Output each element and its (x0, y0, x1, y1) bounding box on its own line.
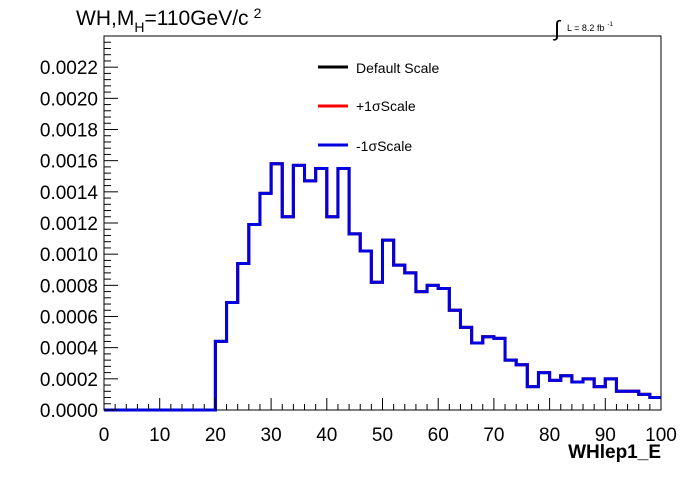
x-axis-title: WHlep1_E (568, 442, 661, 463)
legend-label-minus1sigma: -1σScale (356, 138, 412, 154)
axes-group: 0 10 20 30 40 50 60 70 80 90 100 0.0000 0.0002 0.0004… (40, 35, 677, 446)
chart-title-main: WH,M (76, 7, 134, 30)
histogram-series-group (104, 162, 661, 412)
x-tick-label: 90 (595, 425, 616, 446)
y-tick-label: 0.0004 (40, 339, 99, 360)
legend-label-plus1sigma: +1σScale (356, 98, 416, 114)
y-tick-label: 0.0012 (40, 214, 98, 235)
lumi-label: L = 8.2 fb -1 (567, 22, 613, 33)
legend-label-default: Default Scale (356, 60, 439, 76)
legend: Default Scale +1σScale -1σScale (318, 60, 439, 154)
lumi-text: L = 8.2 fb (567, 23, 604, 33)
x-tick-label: 30 (261, 425, 282, 446)
chart-title-rest: =110GeV/c (144, 7, 248, 30)
y-tick-label: 0.0000 (40, 401, 98, 422)
lumi-sup: -1 (607, 22, 613, 28)
x-tick-label: 70 (483, 425, 504, 446)
y-tick-label: 0.0006 (40, 308, 98, 329)
x-tick-label: 40 (316, 425, 337, 446)
y-tick-label: 0.0008 (40, 276, 98, 297)
x-tick-label: 60 (428, 425, 449, 446)
x-tick-label: 10 (149, 425, 170, 446)
y-tick-label: 0.0020 (40, 89, 98, 110)
chart-title-sub: H (134, 19, 144, 35)
x-tick-label: 20 (205, 425, 226, 446)
chart-title-sup: 2 (254, 5, 262, 21)
y-tick-label: 0.0014 (40, 183, 99, 204)
lumi-integral-symbol: ∫ (552, 16, 562, 41)
y-tick-label: 0.0010 (40, 245, 98, 266)
y-tick-label: 0.0022 (40, 58, 98, 79)
y-tick-label: 0.0002 (40, 370, 98, 391)
y-tick-label: 0.0018 (40, 121, 98, 142)
x-tick-label: 0 (99, 425, 110, 446)
x-tick-label: 50 (372, 425, 393, 446)
y-tick-label: 0.0016 (40, 152, 98, 173)
histogram-series-2 (104, 162, 661, 412)
chart-title: WH,MH=110GeV/c 2 (76, 5, 262, 35)
x-tick-label: 80 (539, 425, 560, 446)
x-tick-label: 100 (645, 425, 677, 446)
